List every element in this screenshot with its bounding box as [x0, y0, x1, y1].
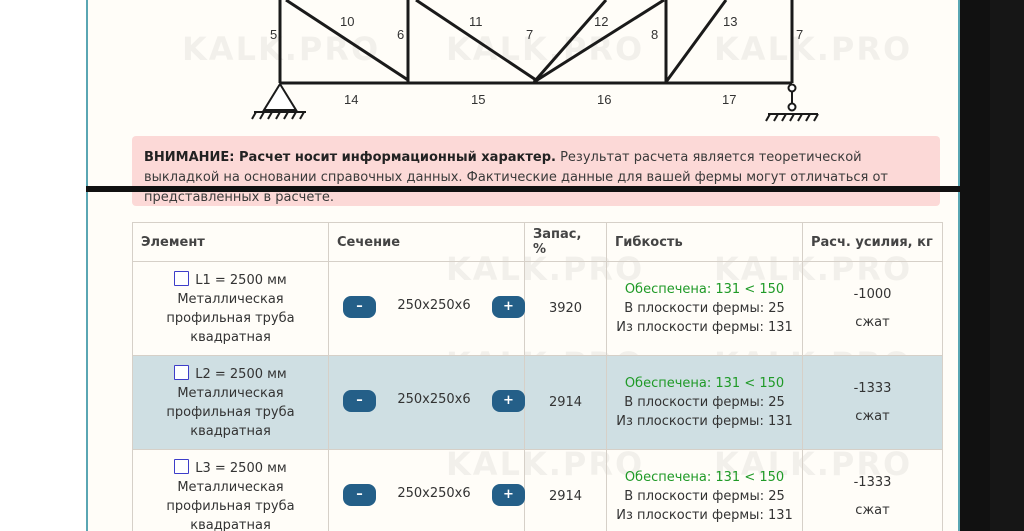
warning-alert: ВНИМАНИЕ: Расчет носит информационный ха…	[132, 136, 940, 206]
header-force: Расч. усилия, кг	[802, 222, 943, 262]
member-label: 12	[594, 14, 608, 29]
member-label: 13	[723, 14, 737, 29]
header-flex: Гибкость	[606, 222, 803, 262]
header-element: Элемент	[132, 222, 329, 262]
watermark: KALK.PRO	[446, 30, 645, 68]
table-row: L1 = 2500 мм Металлическая профильная тр…	[132, 261, 943, 356]
reserve-cell: 2914	[524, 449, 607, 531]
force-value: -1000	[853, 287, 892, 302]
element-material: профильная труба	[166, 498, 295, 514]
force-type: сжат	[855, 409, 890, 424]
force-cell: -1333 сжат	[802, 355, 943, 450]
member-label: 14	[344, 92, 358, 107]
member-label: 5	[270, 27, 277, 42]
watermark: KALK.PRO	[714, 30, 913, 68]
element-length: L3 = 2500 мм	[195, 460, 287, 476]
element-material: Металлическая	[177, 291, 284, 307]
element-cell: L1 = 2500 мм Металлическая профильная тр…	[132, 261, 329, 356]
element-cell: L3 = 2500 мм Металлическая профильная тр…	[132, 449, 329, 531]
reserve-cell: 2914	[524, 355, 607, 450]
member-label: 15	[471, 92, 485, 107]
decrease-section-button[interactable]: –	[343, 389, 376, 412]
flex-out-plane: Из плоскости фермы: 131	[616, 414, 793, 429]
flex-in-plane: В плоскости фермы: 25	[624, 301, 785, 316]
force-cell: -1000 сжат	[802, 261, 943, 356]
section-cell: – 250x250x6 +	[328, 355, 525, 450]
force-cell: -1333 сжат	[802, 449, 943, 531]
alert-body: Результат расчета является теоретической…	[144, 150, 889, 205]
member-label: 7	[796, 27, 803, 42]
element-cell: L2 = 2500 мм Металлическая профильная тр…	[132, 355, 329, 450]
member-label: 6	[397, 27, 404, 42]
alert-text: ВНИМАНИЕ: Расчет носит информационный ха…	[144, 148, 934, 208]
element-length: L2 = 2500 мм	[195, 366, 287, 382]
element-material: Металлическая	[177, 479, 284, 495]
element-material: профильная труба	[166, 404, 295, 420]
increase-section-button[interactable]: +	[492, 389, 525, 412]
element-length: L1 = 2500 мм	[195, 272, 287, 288]
member-label: 10	[340, 14, 354, 29]
flex-cell: Обеспечена: 131 < 150 В плоскости фермы:…	[606, 449, 803, 531]
alert-title: ВНИМАНИЕ: Расчет носит информационный ха…	[144, 150, 556, 165]
section-value: 250x250x6	[397, 297, 471, 313]
force-value: -1333	[853, 475, 892, 490]
force-type: сжат	[855, 315, 890, 330]
force-type: сжат	[855, 503, 890, 518]
member-label: 11	[469, 14, 483, 29]
force-value: -1333	[853, 381, 892, 396]
element-checkbox[interactable]	[174, 270, 190, 286]
right-dark-bar	[990, 0, 1024, 531]
decrease-section-button[interactable]: –	[343, 483, 376, 506]
section-value: 250x250x6	[397, 391, 471, 407]
table-row: L3 = 2500 мм Металлическая профильная тр…	[132, 449, 943, 531]
page-left-border	[86, 0, 88, 531]
header-reserve: Запас, %	[524, 222, 607, 262]
flex-status: Обеспечена: 131 < 150	[624, 282, 785, 297]
truss-diagram: 5 10 6 11 7 12 8 13 7 14 15 16 17	[251, 0, 819, 122]
screen-divider-bar	[86, 186, 990, 192]
header-section: Сечение	[328, 222, 525, 262]
flex-status: Обеспечена: 131 < 150	[624, 376, 785, 391]
member-label: 7	[526, 27, 533, 42]
increase-section-button[interactable]: +	[492, 295, 525, 318]
element-checkbox[interactable]	[174, 364, 190, 380]
element-material: квадратная	[190, 329, 271, 345]
flex-cell: Обеспечена: 131 < 150 В плоскости фермы:…	[606, 261, 803, 356]
flex-out-plane: Из плоскости фермы: 131	[616, 508, 793, 523]
flex-cell: Обеспечена: 131 < 150 В плоскости фермы:…	[606, 355, 803, 450]
flex-status: Обеспечена: 131 < 150	[624, 470, 785, 485]
results-table: Элемент Сечение Запас, % Гибкость Расч. …	[132, 222, 943, 531]
element-material: Металлическая	[177, 385, 284, 401]
decrease-section-button[interactable]: –	[343, 295, 376, 318]
flex-out-plane: Из плоскости фермы: 131	[616, 320, 793, 335]
flex-in-plane: В плоскости фермы: 25	[624, 489, 785, 504]
element-checkbox[interactable]	[174, 458, 190, 474]
calculator-page: KALK.PRO KALK.PRO KALK.PRO KALK.PRO KALK…	[86, 0, 960, 531]
table-header-row: Элемент Сечение Запас, % Гибкость Расч. …	[132, 222, 943, 262]
member-label: 17	[722, 92, 736, 107]
left-background	[0, 0, 86, 531]
section-value: 250x250x6	[397, 485, 471, 501]
element-material: квадратная	[190, 517, 271, 531]
section-cell: – 250x250x6 +	[328, 449, 525, 531]
table-row: L2 = 2500 мм Металлическая профильная тр…	[132, 355, 943, 450]
member-label: 8	[651, 27, 658, 42]
increase-section-button[interactable]: +	[492, 483, 525, 506]
element-material: квадратная	[190, 423, 271, 439]
member-label: 16	[597, 92, 611, 107]
page-right-border	[958, 0, 960, 531]
reserve-cell: 3920	[524, 261, 607, 356]
flex-in-plane: В плоскости фермы: 25	[624, 395, 785, 410]
element-material: профильная труба	[166, 310, 295, 326]
section-cell: – 250x250x6 +	[328, 261, 525, 356]
